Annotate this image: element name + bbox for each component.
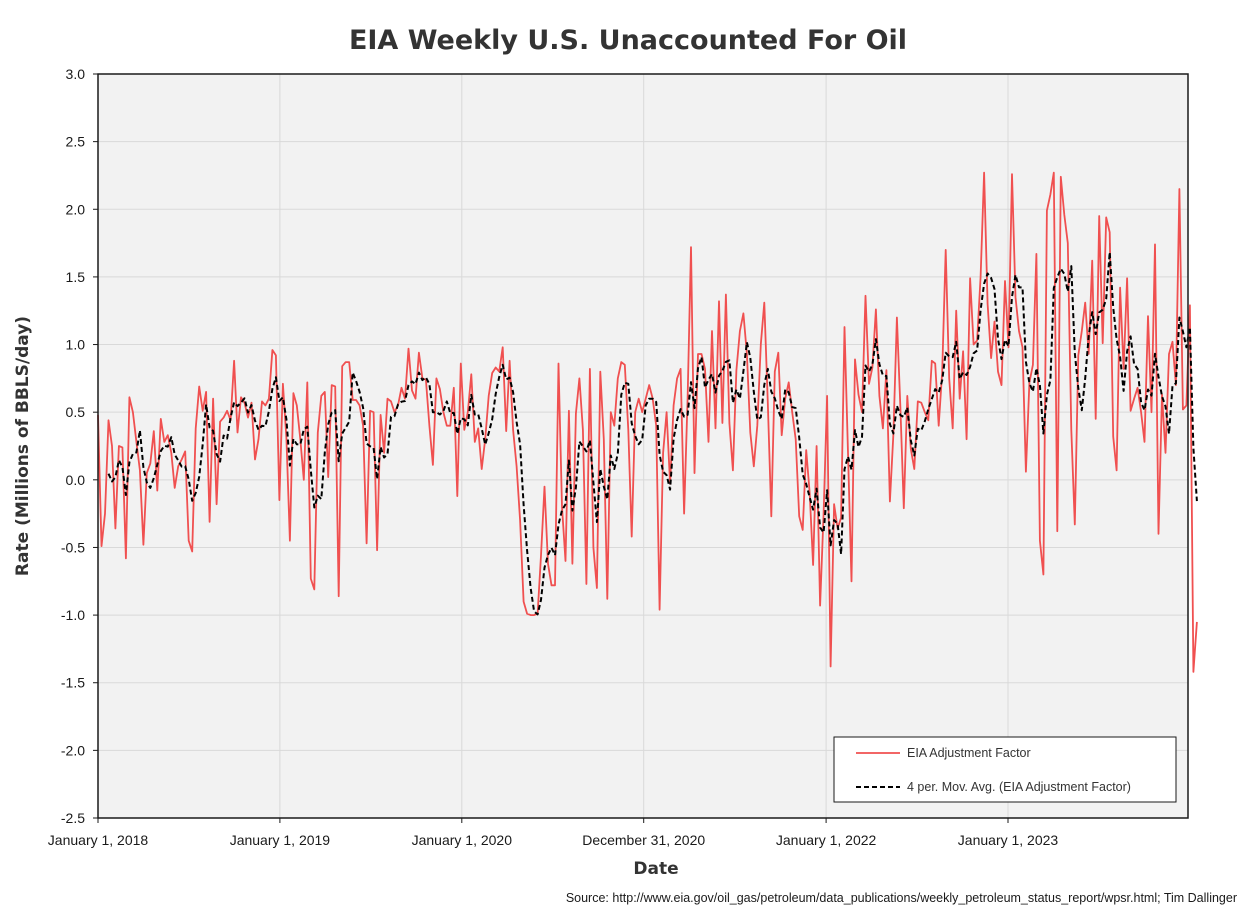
- legend-label-adjustment-factor: EIA Adjustment Factor: [907, 746, 1031, 760]
- series-lines: [97, 171, 1198, 673]
- y-tick-label: -2.0: [61, 742, 85, 758]
- y-tick-label: -2.5: [61, 810, 85, 826]
- legend-box: [833, 736, 1177, 803]
- legend-label-moving-average: 4 per. Mov. Avg. (EIA Adjustment Factor): [907, 780, 1131, 794]
- plot-border: [97, 73, 1189, 819]
- y-tick-label: -1.0: [61, 607, 85, 623]
- series-adjustment-factor-line: [97, 171, 1198, 673]
- series-moving-average-line: [107, 251, 1198, 616]
- y-tick-label: 2.0: [66, 201, 86, 217]
- y-axis-ticks: 3.0 2.5 2.0 1.5 1.0 0.5 0.0 -0.5 -1.0 -1.5 -2.0 -2.…: [61, 66, 98, 826]
- x-tick-label: January 1, 2018: [48, 832, 149, 848]
- y-tick-label: -0.5: [61, 539, 85, 555]
- x-tick-label: January 1, 2023: [958, 832, 1059, 848]
- source-note: Source: http://www.eia.gov/oil_gas/petro…: [566, 891, 1237, 905]
- legend: EIA Adjustment Factor 4 per. Mov. Avg. (…: [833, 736, 1177, 803]
- x-tick-label: January 1, 2020: [412, 832, 513, 848]
- y-tick-label: 2.5: [66, 134, 86, 150]
- y-tick-label: 0.5: [66, 404, 86, 420]
- y-axis-title: Rate (Millions of BBLS/day): [13, 316, 33, 576]
- y-tick-label: 0.0: [66, 472, 86, 488]
- y-tick-label: 3.0: [66, 66, 86, 82]
- x-tick-label: January 1, 2022: [776, 832, 877, 848]
- x-axis-title: Date: [633, 859, 678, 879]
- y-tick-label: 1.5: [66, 269, 86, 285]
- y-tick-label: -1.5: [61, 675, 85, 691]
- x-axis-ticks: January 1, 2018 January 1, 2019 January 1,…: [48, 818, 1059, 848]
- x-tick-label: January 1, 2019: [230, 832, 331, 848]
- y-tick-label: 1.0: [66, 337, 86, 353]
- x-tick-label: December 31, 2020: [582, 832, 705, 848]
- chart-title: EIA Weekly U.S. Unaccounted For Oil: [349, 25, 907, 56]
